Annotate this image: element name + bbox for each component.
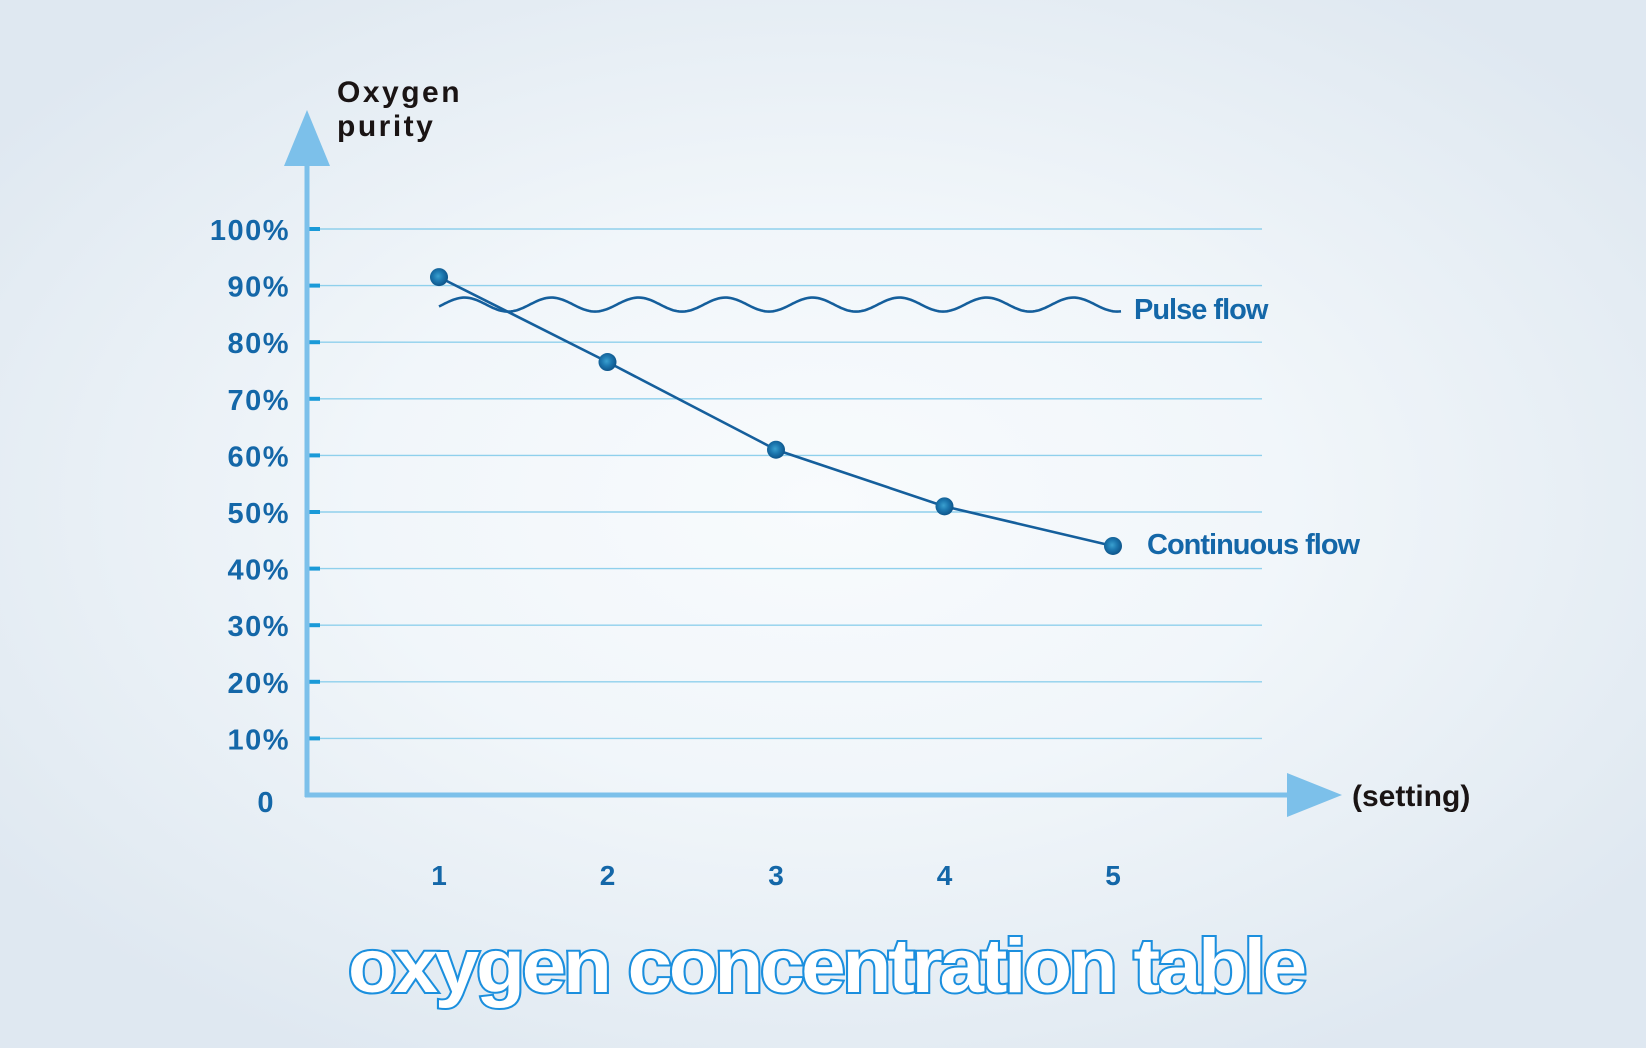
x-axis-arrow-icon xyxy=(1287,773,1342,817)
x-tick-labels: 1 2 3 4 5 xyxy=(431,860,1121,891)
y-axis-title: Oxygen xyxy=(337,76,462,109)
x-axis-title: (setting) xyxy=(1352,780,1470,813)
y-tick-marks xyxy=(309,227,320,741)
y-tick-label: 30% xyxy=(227,611,290,643)
y-tick-label: 50% xyxy=(227,498,290,530)
y-tick-label: 100% xyxy=(210,215,290,247)
continuous-flow-line xyxy=(438,275,1114,548)
y-axis-title-line2: purity xyxy=(337,110,435,143)
x-tick-label: 3 xyxy=(768,860,784,891)
y-tick-label: 60% xyxy=(227,441,290,473)
y-tick-label: 0 xyxy=(257,787,275,819)
y-tick-labels: 0 10% 20% 30% 40% 50% 60% 70% 80% 90% 100% xyxy=(210,215,290,819)
data-point-marker xyxy=(1104,536,1122,555)
y-tick-label: 70% xyxy=(227,385,290,417)
data-point-marker xyxy=(935,497,954,516)
data-point-marker xyxy=(430,268,448,287)
y-tick-label: 90% xyxy=(227,272,290,304)
gridlines xyxy=(311,228,1262,740)
chart-title: oxygen concentration table xyxy=(348,924,1305,1009)
x-tick-label: 4 xyxy=(937,860,953,891)
x-tick-label: 5 xyxy=(1105,860,1121,891)
y-tick-label: 80% xyxy=(227,328,290,360)
y-axis-arrow-icon xyxy=(284,110,330,166)
pulse-flow-line xyxy=(438,296,1122,313)
y-tick-label: 20% xyxy=(227,668,290,700)
data-point-marker xyxy=(598,353,617,372)
continuous-flow-markers xyxy=(430,268,1122,555)
continuous-flow-label: Continuous flow xyxy=(1147,529,1361,561)
pulse-flow-label: Pulse flow xyxy=(1134,294,1269,326)
x-tick-label: 1 xyxy=(431,860,447,891)
x-tick-label: 2 xyxy=(600,860,616,891)
y-tick-label: 40% xyxy=(227,555,290,587)
y-tick-label: 10% xyxy=(227,724,290,756)
data-point-marker xyxy=(767,440,785,459)
